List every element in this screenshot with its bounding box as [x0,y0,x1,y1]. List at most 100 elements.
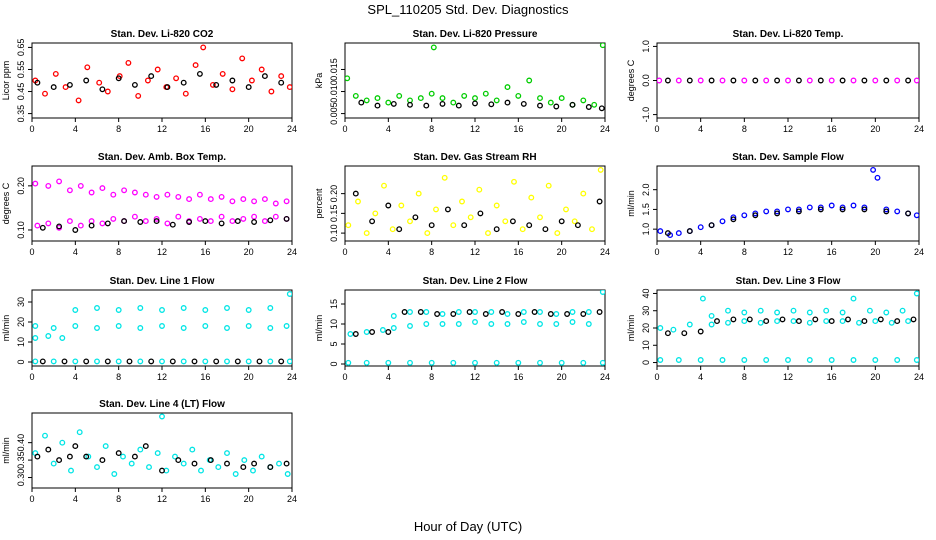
data-point-hourly [385,202,392,209]
data-point-hourly [845,316,851,323]
data-point-all [374,95,381,102]
data-point-hourly [428,222,435,229]
data-point-all [224,450,230,457]
data-point-all [515,92,522,99]
data-point-all [407,218,413,225]
data-point-all [519,226,526,233]
data-point-middle [245,323,252,329]
data-point-all [415,190,422,197]
data-point-lower [741,318,748,325]
data-point-hourly [598,105,605,112]
data-point-hourly [131,81,138,88]
data-point-hourly [520,100,527,107]
data-point-hourly [531,309,538,315]
data-point-hourly [558,218,565,225]
data-point-upper [66,187,73,194]
x-tick-label: 4 [386,372,391,382]
data-point-upper [913,290,919,297]
data-point-all [430,44,437,51]
data-point-all [192,62,199,69]
data-point-hourly [905,77,912,84]
plot-frame [656,289,920,367]
data-point-all [200,44,207,51]
panel-3: Stan. Dev. Li-820 Temp. degrees C 0 4 8 12 16 2… [626,29,924,134]
data-point-hourly [730,316,737,323]
data-point-baseline [697,357,704,363]
data-point-all [345,222,352,229]
data-point-all [526,77,533,84]
data-point-all [286,84,292,91]
data-point-middle [224,325,230,331]
data-point-hourly [472,100,478,107]
data-point-all [459,198,465,205]
data-point-all [135,92,142,99]
data-point-lower [66,218,73,225]
data-point-baseline [515,359,522,366]
data-point-all [589,226,595,233]
data-point-upper [569,309,576,315]
data-point-hourly [817,206,824,213]
y-tick-label: 10 [16,337,26,347]
data-point-upper [175,193,182,200]
data-point-hourly [142,443,149,450]
x-tick-label: 24 [600,124,610,134]
data-point-all [345,75,351,82]
data-point-all [571,218,578,225]
x-tick-label: 4 [386,124,391,134]
y-axis-label: degrees C [1,182,11,224]
data-point-hourly [795,318,802,325]
data-points [345,166,604,237]
data-points [32,291,292,365]
data-point-hourly [537,102,543,109]
x-tick-label: 16 [200,247,210,257]
data-point-all [675,77,682,84]
x-tick-label: 12 [157,247,167,257]
data-point-hourly [115,450,122,457]
data-point-baseline [428,359,435,366]
data-point-baseline [763,357,770,363]
panel-7: Stan. Dev. Line 1 Flow ml/min 0 4 8 12 16 20 24 0… [1,276,297,382]
x-tick-label: 16 [513,124,523,134]
data-point-hourly [50,84,57,91]
data-point-middle [50,325,57,331]
data-point-upper [77,182,84,189]
data-point-upper [196,191,203,198]
data-point-baseline [224,358,230,365]
x-tick-label: 16 [513,247,523,257]
data-point-all [828,77,835,84]
panel-title: Stan. Dev. Li-820 Temp. [733,29,844,40]
x-tick-label: 20 [870,247,880,257]
data-point-hourly [708,222,715,229]
data-point-all [232,471,239,477]
x-tick-label: 20 [244,124,254,134]
data-point-all [209,81,216,88]
plot-frame [344,165,606,242]
plot-frame [344,42,606,119]
data-point-upper [153,193,160,200]
data-point-upper [599,290,605,295]
data-point-upper [504,311,511,317]
data-point-all [450,99,457,106]
data-point-lower [196,215,203,222]
data-point-hourly [240,464,247,471]
data-point-all [839,204,846,211]
data-point-all [675,230,682,237]
x-tick-label: 12 [783,124,793,134]
data-point-hourly [752,212,759,219]
data-point-upper [218,193,225,200]
data-point-baseline [828,357,835,363]
data-point-all [154,450,161,457]
data-point-hourly [72,443,79,450]
panel-1: Stan. Dev. Li-820 CO2 Licor ppm 0 4 8 12 16 20 2… [1,29,297,134]
data-point-middle [94,325,100,331]
data-point-hourly [905,210,912,217]
y-tick-label: 0.35 [16,105,26,123]
data-point-lower [59,335,66,341]
x-tick-label: 8 [429,372,434,382]
data-point-hourly [390,100,397,107]
data-point-hourly [104,358,111,365]
data-point-upper [439,311,446,317]
data-point-lower [888,319,895,326]
data-point-all [441,174,448,181]
x-tick-label: 16 [827,247,837,257]
